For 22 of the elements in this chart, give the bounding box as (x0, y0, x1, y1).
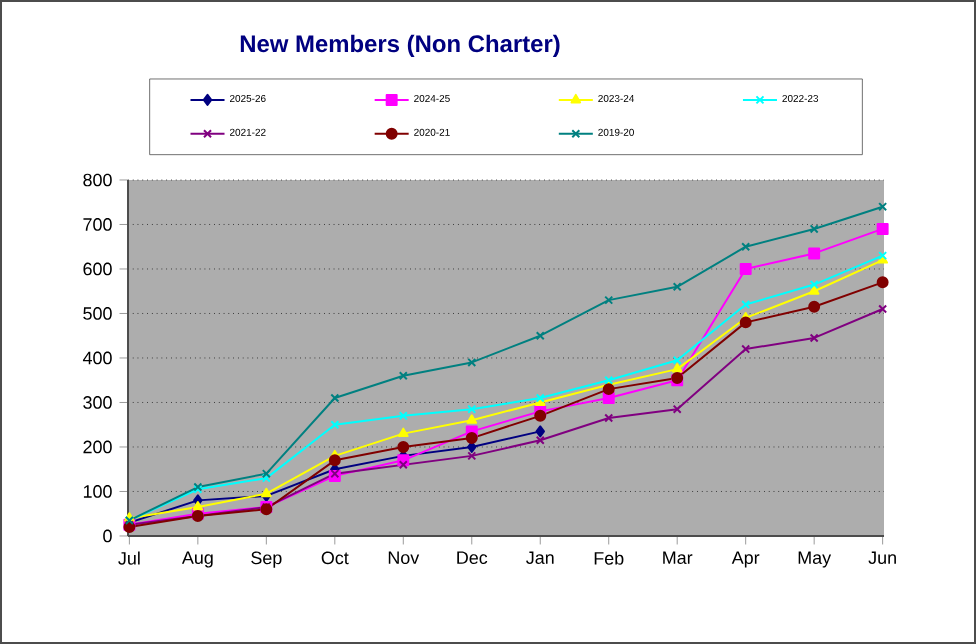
y-tick-label: 100 (83, 485, 112, 498)
x-tick-label: Mar (663, 551, 693, 565)
chart-title: New Members (Non Charter) (240, 34, 560, 57)
x-tick-label: Dec (457, 551, 488, 565)
x-tick-label: Jun (868, 551, 896, 565)
y-tick-label: 200 (83, 440, 112, 454)
x-tick-label: Apr (731, 551, 760, 568)
x-tick-label: Feb (594, 551, 624, 565)
y-tick-label: 300 (83, 396, 112, 409)
x-tick-label: May (798, 551, 832, 568)
x-tick-label: Jan (526, 551, 554, 565)
x-tick-label: Jul (118, 551, 140, 565)
x-tick-label: Aug (181, 551, 213, 568)
x-tick-label: Nov (388, 551, 420, 565)
y-tick-label: 0 (103, 529, 112, 543)
y-tick-label: 800 (83, 173, 112, 187)
y-tick-label: 700 (83, 218, 112, 231)
y-tick-label: 600 (83, 262, 112, 276)
y-tick-label: 400 (82, 351, 112, 365)
x-tick-label: Sep (251, 551, 282, 568)
x-tick-label: Oct (321, 551, 349, 565)
y-tick-label: 500 (83, 307, 112, 320)
